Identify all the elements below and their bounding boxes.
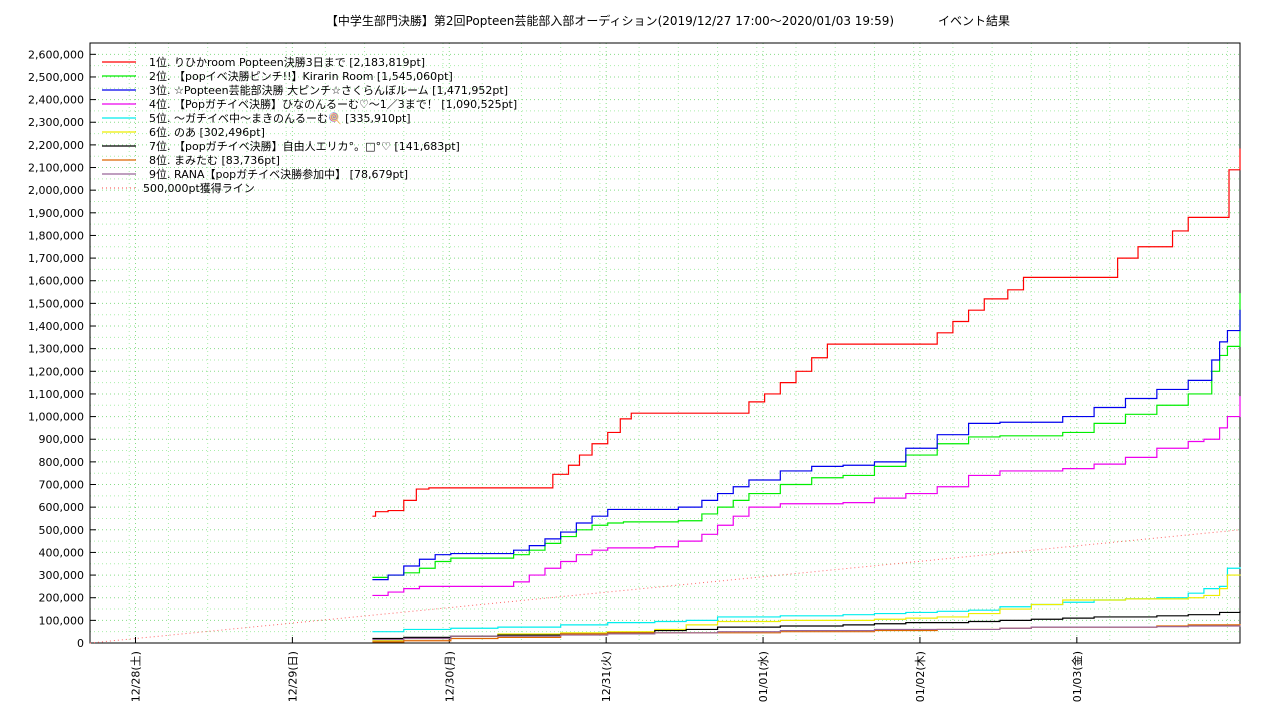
- y-tick-label: 700,000: [39, 479, 85, 492]
- x-tick-label: 01/01(水): [757, 651, 770, 702]
- y-tick-label: 100,000: [39, 614, 85, 627]
- legend-label: 8位. まみたむ [83,736pt]: [149, 153, 280, 167]
- y-tick-label: 1,500,000: [28, 297, 84, 310]
- y-tick-label: 0: [77, 637, 84, 650]
- y-tick-label: 1,600,000: [28, 275, 84, 288]
- y-tick-label: 1,100,000: [28, 388, 84, 401]
- y-tick-label: 1,300,000: [28, 343, 84, 356]
- series-group: [89, 148, 1241, 644]
- y-tick-label: 1,800,000: [28, 229, 84, 242]
- y-tick-label: 200,000: [39, 592, 85, 605]
- series-line-5: [372, 566, 1241, 633]
- series-line-1: [372, 148, 1241, 517]
- y-tick-label: 400,000: [39, 546, 85, 559]
- series-line-9: [372, 625, 1241, 641]
- legend: 1位. りひかroom Popteen決勝3日まで [2,183,819pt]2…: [102, 55, 517, 195]
- y-tick-label: 300,000: [39, 569, 85, 582]
- chart-title: 【中学生部門決勝】第2回Popteen芸能部入部オーディション(2019/12/…: [326, 13, 894, 28]
- legend-label: 3位. ☆Popteen芸能部決勝 大ピンチ☆さくらんぼルーム [1,471,9…: [149, 83, 508, 97]
- legend-label: 1位. りひかroom Popteen決勝3日まで [2,183,819pt]: [149, 55, 425, 69]
- grid-lines: [89, 43, 1240, 644]
- y-tick-label: 2,200,000: [28, 139, 84, 152]
- legend-label: 5位. 〜ガチイベ中〜まきのんるーむ🍭 [335,910pt]: [149, 111, 411, 125]
- legend-label: 7位. 【popガチイベ決勝】自由人エリカ°。□°♡ [141,683pt]: [149, 139, 460, 153]
- x-tick-label: 12/30(月): [443, 651, 456, 702]
- x-tick-label: 12/29(日): [286, 651, 299, 702]
- series-line-4: [372, 396, 1241, 597]
- y-tick-label: 1,400,000: [28, 320, 84, 333]
- y-tick-label: 1,000,000: [28, 411, 84, 424]
- x-tick-label: 01/03(金): [1070, 651, 1084, 702]
- y-tick-label: 600,000: [39, 501, 85, 514]
- legend-label: 4位. 【Popガチイベ決勝】ひなのんるーむ♡〜1／3まで！ [1,090,52…: [149, 97, 517, 111]
- y-tick-label: 1,700,000: [28, 252, 84, 265]
- x-tick-label: 12/31(火): [600, 651, 613, 702]
- y-tick-label: 2,100,000: [28, 162, 84, 175]
- y-tick-label: 1,200,000: [28, 365, 84, 378]
- y-tick-label: 2,500,000: [28, 71, 84, 84]
- y-tick-label: 2,400,000: [28, 94, 84, 107]
- y-axis: 0 100,000 200,000 300,000 400,000 500,000 600,…: [28, 48, 96, 650]
- y-tick-label: 2,000,000: [28, 184, 84, 197]
- y-tick-label: 1,900,000: [28, 207, 84, 220]
- x-tick-label: 01/02(木): [914, 651, 927, 702]
- legend-label: 2位. 【popイベ決勝ピンチ!!】Kirarin Room [1,545,06…: [149, 69, 453, 83]
- legend-label: 9位. RANA【popガチイベ決勝参加中】 [78,679pt]: [149, 167, 408, 181]
- chart-subtitle: イベント結果: [938, 14, 1010, 28]
- x-tick-label: 12/28(土): [129, 651, 142, 702]
- y-tick-label: 900,000: [39, 433, 85, 446]
- y-tick-label: 800,000: [39, 456, 85, 469]
- series-line-2: [372, 293, 1241, 578]
- series-line-3: [372, 309, 1241, 581]
- series-line-6: [372, 574, 1241, 642]
- legend-label: 500,000pt獲得ライン: [143, 182, 255, 195]
- y-tick-label: 500,000: [39, 524, 85, 537]
- y-tick-label: 2,300,000: [28, 116, 84, 129]
- x-axis: 12/28(土) 12/29(日) 12/30(月) 12/31(火) 01/01(水)…: [129, 637, 1084, 702]
- legend-label: 6位. のあ [302,496pt]: [149, 125, 265, 139]
- y-tick-label: 2,600,000: [28, 48, 84, 61]
- series-line-10: [89, 529, 1241, 644]
